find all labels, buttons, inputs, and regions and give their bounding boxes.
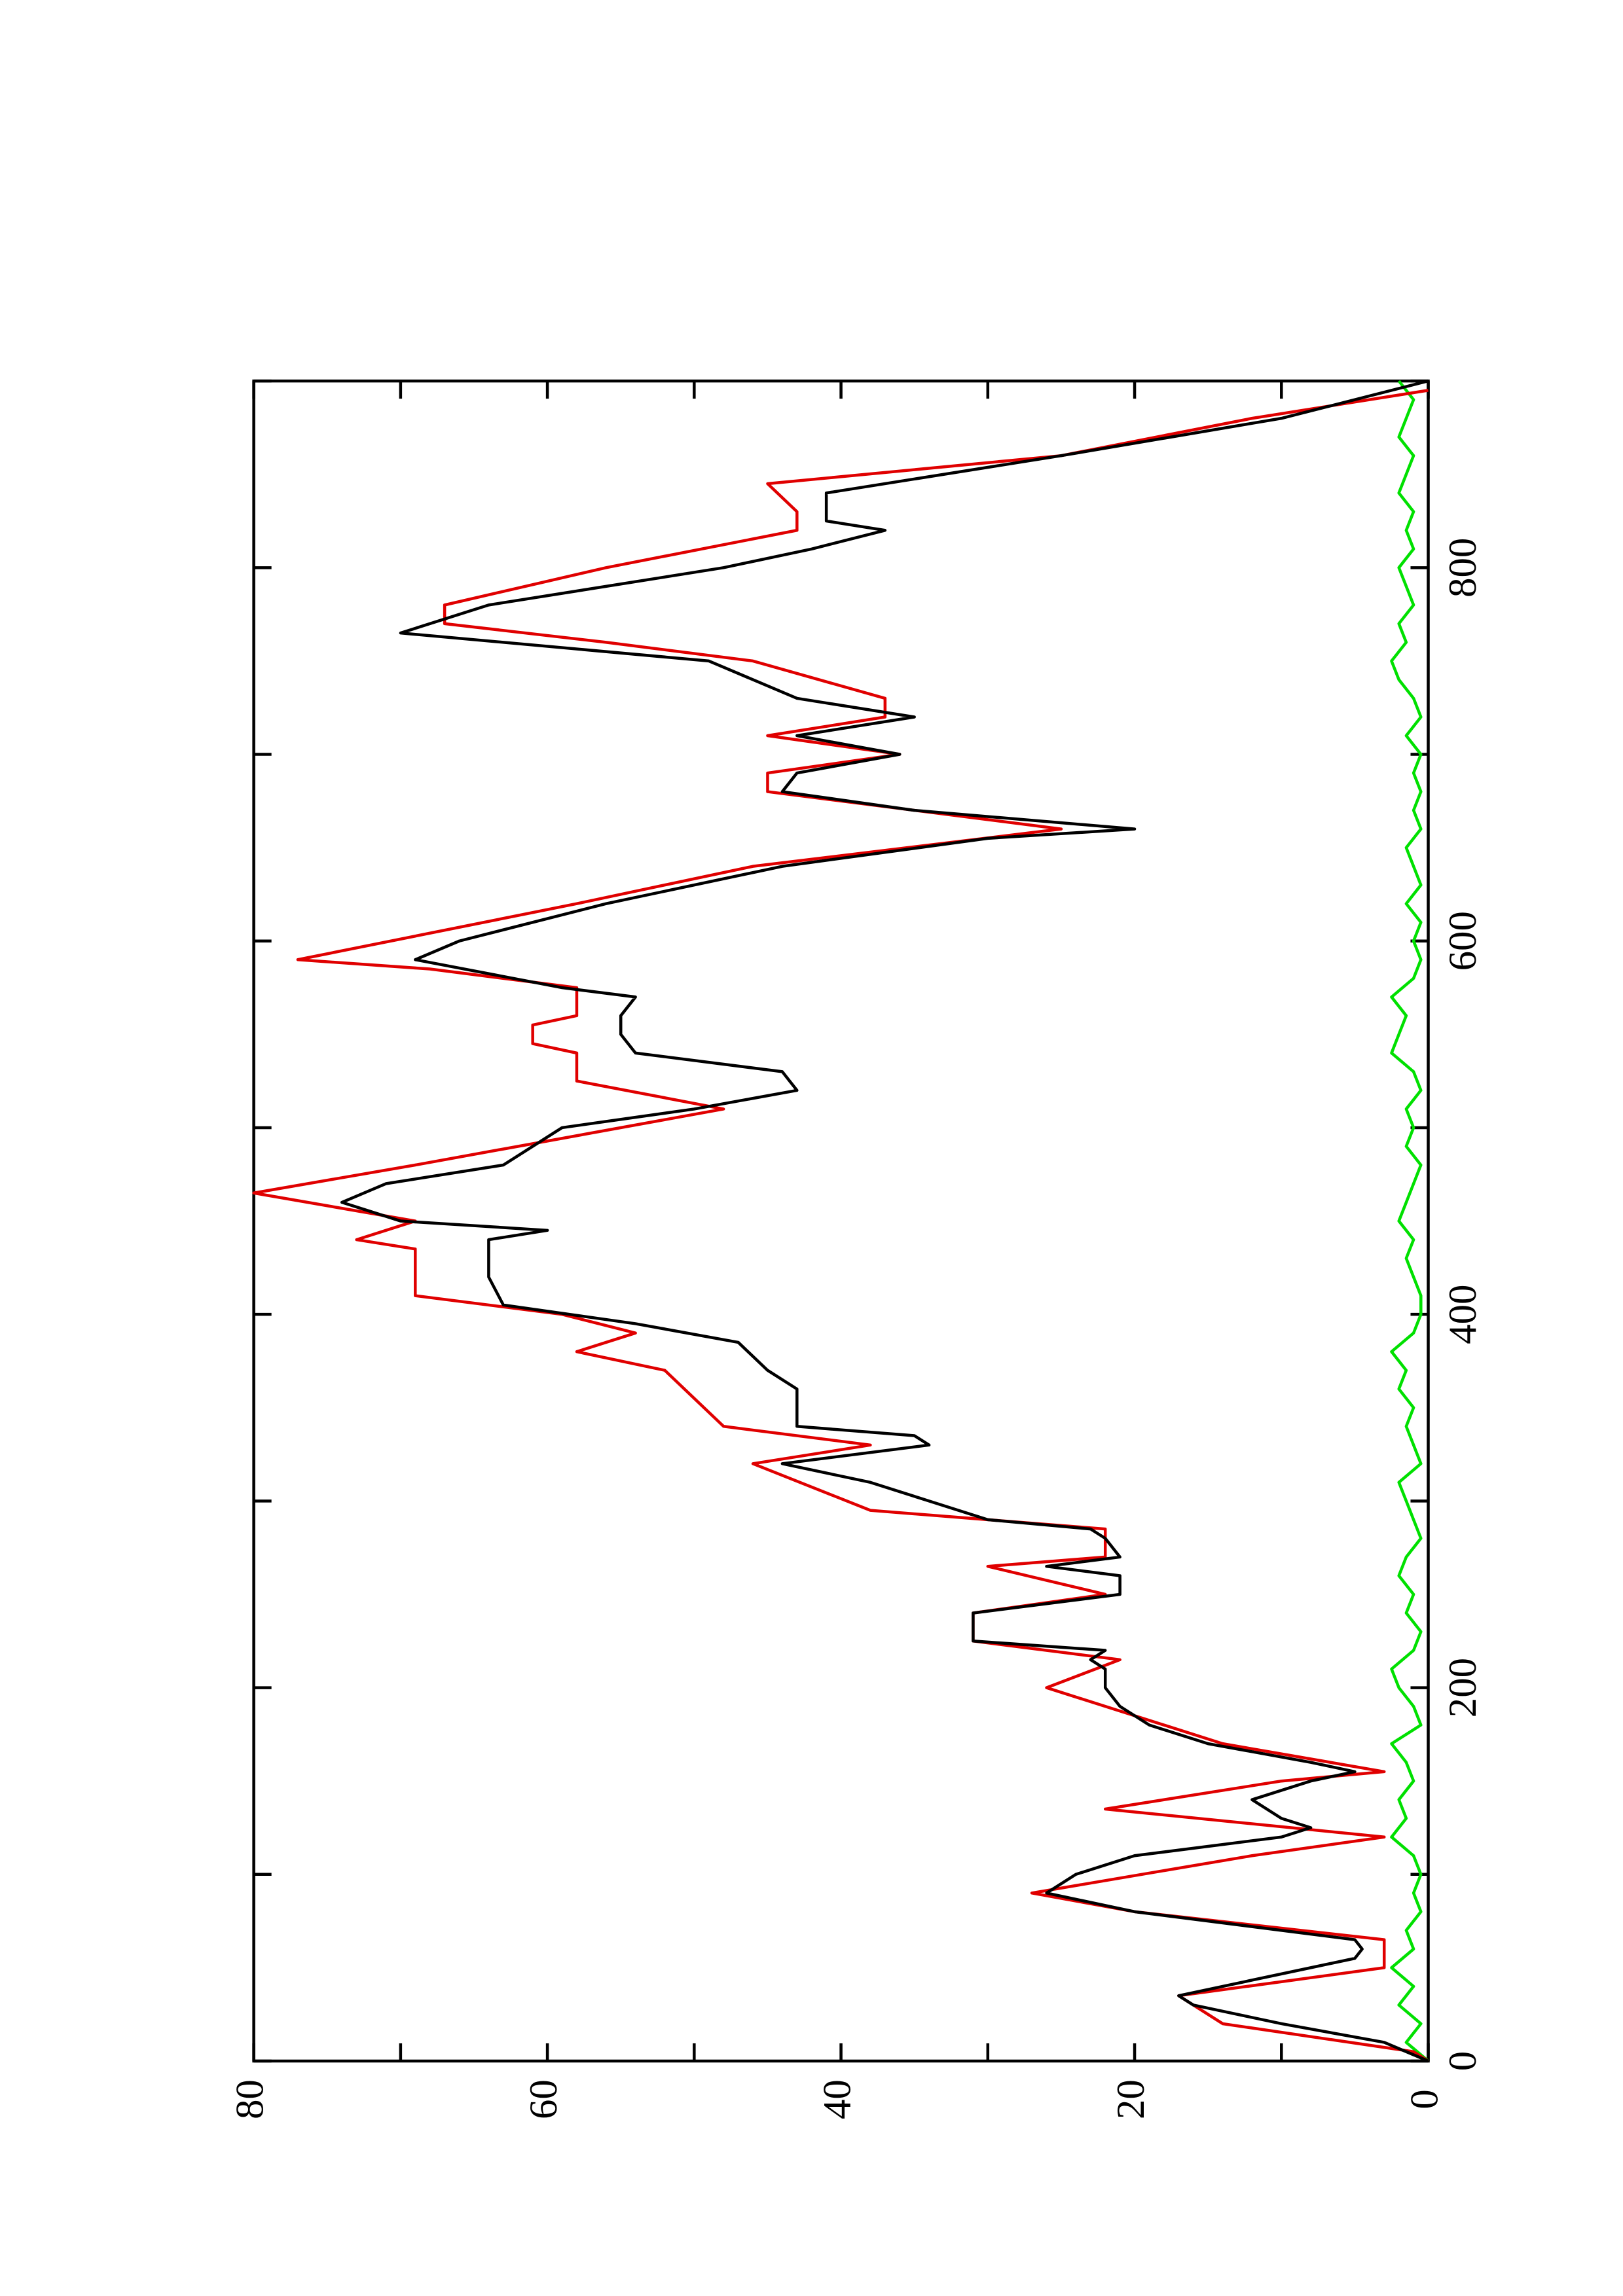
x-tick-label: 600 bbox=[1441, 911, 1485, 971]
y-tick-label: 0 bbox=[1402, 2089, 1446, 2109]
x-tick-label: 200 bbox=[1441, 1658, 1485, 1717]
data-line bbox=[1390, 380, 1429, 2062]
data-line bbox=[252, 389, 1429, 2062]
y-tick-label: 20 bbox=[1109, 2079, 1153, 2119]
x-tick-label: 0 bbox=[1441, 2051, 1485, 2071]
y-tick-label: 60 bbox=[522, 2079, 566, 2119]
y-tick-label: 80 bbox=[228, 2079, 272, 2119]
plot-frame bbox=[252, 379, 1430, 2063]
x-tick-label: 800 bbox=[1441, 538, 1485, 598]
data-line bbox=[340, 379, 1429, 2063]
y-tick-label: 40 bbox=[816, 2079, 860, 2119]
x-tick-label: 400 bbox=[1441, 1285, 1485, 1344]
